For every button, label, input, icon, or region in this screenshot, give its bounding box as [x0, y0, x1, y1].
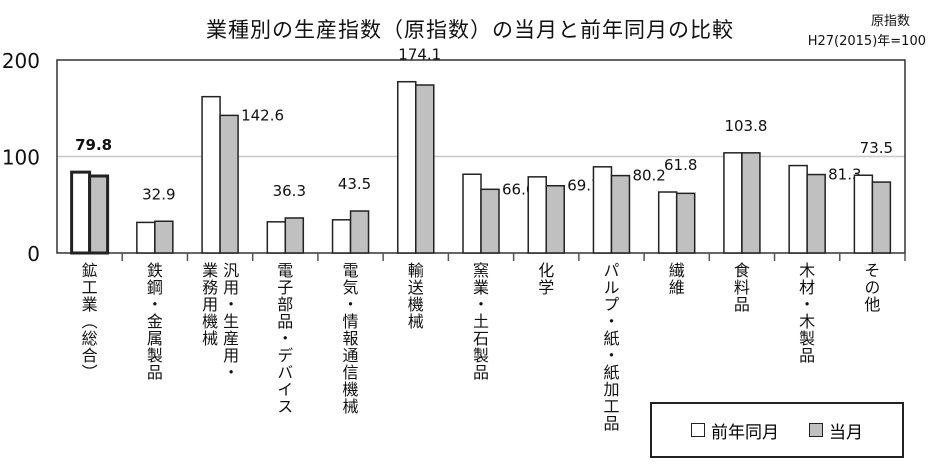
bar-prev [266, 221, 287, 254]
bar-current [741, 152, 761, 254]
bar-current [675, 192, 696, 254]
bar-prev [592, 166, 613, 254]
bar-current [610, 174, 631, 254]
base-year-note: H27(2015)年=100 [807, 34, 926, 49]
index-note: 原指数 [870, 14, 910, 29]
data-label: 174.1 [398, 46, 441, 64]
bar-prev [201, 95, 221, 254]
data-label: 81.3 [828, 166, 861, 184]
bar-current [480, 188, 500, 254]
bar-prev [136, 221, 156, 254]
category-label: 電子部品・デバイス [274, 262, 294, 415]
data-label: 79.8 [75, 136, 112, 154]
bar-prev [397, 80, 417, 254]
bar-current [349, 210, 370, 254]
bar-prev [462, 173, 482, 254]
data-label: 66.0 [502, 180, 535, 198]
data-label: 69.7 [567, 177, 600, 195]
category-label: 窯業・土石製品 [470, 262, 489, 381]
legend-item-current: 当月 [809, 418, 863, 443]
bar-current [806, 173, 826, 254]
category-label: 電気・情報通信機械 [339, 262, 359, 415]
bar-prev [331, 219, 352, 254]
data-label: 36.3 [273, 182, 306, 200]
chart-title: 業種別の生産指数（原指数）の当月と前年同月の比較 [206, 18, 734, 42]
data-label: 80.2 [632, 167, 665, 185]
y-tick-label: 200 [2, 49, 40, 73]
bar-prev [527, 176, 547, 254]
category-label: 鉱工業（総合） [78, 262, 98, 381]
bar-current [415, 84, 435, 254]
legend-swatch-prev [691, 423, 705, 437]
bar-prev [657, 191, 678, 254]
bar-prev [70, 170, 92, 255]
legend-swatch-current [809, 423, 823, 437]
data-label: 61.8 [664, 156, 697, 174]
category-label: 繊維 [665, 262, 685, 296]
bar-prev [788, 164, 808, 254]
legend-item-prev: 前年同月 [691, 418, 779, 443]
legend-label-prev: 前年同月 [711, 422, 779, 443]
bar-current [545, 184, 565, 254]
category-label: 食料品 [730, 262, 750, 313]
bar-current [219, 114, 239, 254]
bar-prev [853, 174, 874, 254]
category-label: 輸送機械 [404, 262, 424, 330]
category-label: パルプ・紙・紙加工品 [600, 262, 620, 432]
data-label: 32.9 [142, 185, 175, 203]
data-label: 142.6 [241, 106, 284, 124]
legend: 前年同月 当月 [650, 402, 904, 458]
data-label: 73.5 [860, 139, 893, 157]
category-label: 汎用・生産用・ 業務用機械 [199, 262, 240, 381]
category-label: 化学 [535, 262, 555, 296]
bar-current [284, 217, 305, 254]
y-tick-label: 100 [2, 146, 40, 170]
category-label: その他 [861, 262, 881, 313]
y-tick-label: 0 [27, 242, 40, 266]
data-label: 43.5 [338, 175, 371, 193]
bar-current [154, 220, 174, 254]
bar-current [871, 181, 892, 254]
category-label: 鉄鋼・金属製品 [143, 262, 163, 381]
category-label: 木材・木製品 [796, 262, 816, 364]
bar-prev [723, 152, 743, 254]
legend-label-current: 当月 [829, 422, 863, 443]
data-label: 103.8 [724, 117, 767, 135]
bar-current [88, 174, 110, 255]
